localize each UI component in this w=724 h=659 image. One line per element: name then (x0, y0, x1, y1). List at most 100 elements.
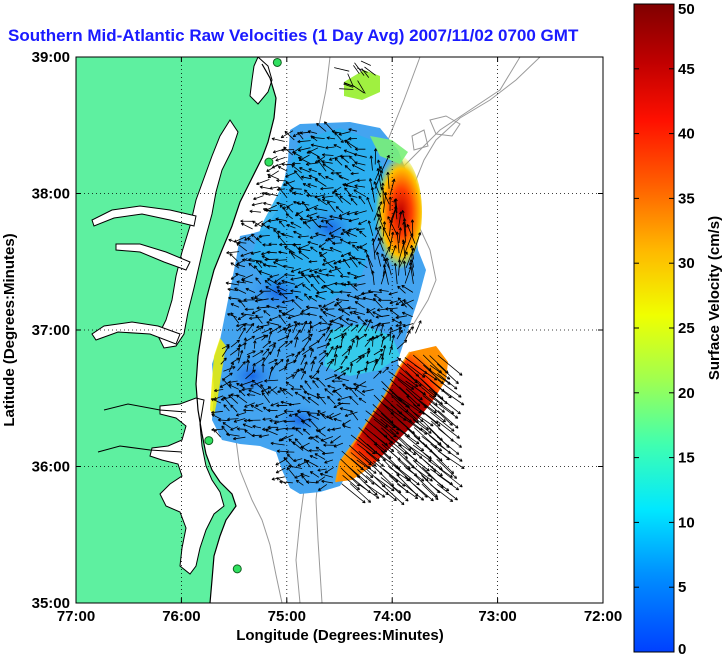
velocity-arrow (362, 296, 376, 301)
velocity-arrow (314, 178, 327, 187)
velocity-arrow (293, 458, 303, 463)
velocity-arrow (404, 467, 425, 482)
velocity-arrow (436, 363, 459, 385)
colorbar-tick-label: 10 (678, 514, 695, 531)
velocity-arrow (377, 206, 382, 221)
velocity-arrow (299, 131, 310, 135)
velocity-arrow (357, 322, 366, 333)
velocity-arrow (266, 321, 280, 326)
x-tick-label: 77:00 (57, 608, 95, 625)
velocity-arrow (302, 183, 311, 188)
velocity-arrow (410, 219, 415, 236)
velocity-arrow (324, 459, 334, 464)
velocity-arrow (278, 186, 288, 198)
velocity-arrow (372, 311, 383, 318)
velocity-arrow (321, 153, 334, 157)
velocity-arrow (349, 256, 358, 268)
velocity-arrow (316, 275, 326, 284)
velocity-arrow (321, 160, 333, 164)
velocity-arrow (390, 245, 397, 259)
velocity-arrow (251, 233, 262, 244)
velocity-arrow (310, 356, 317, 365)
velocity-arrow (327, 201, 336, 213)
velocity-arrow (235, 412, 247, 417)
velocity-arrow (222, 372, 233, 380)
colorbar (633, 3, 675, 653)
velocity-arrow (308, 418, 319, 430)
velocity-arrow (396, 483, 419, 499)
velocity-arrow (437, 379, 462, 398)
velocity-arrow (319, 315, 327, 324)
velocity-arrow (428, 474, 450, 492)
velocity-arrow (413, 232, 422, 253)
velocity-arrow (409, 259, 415, 277)
slow-core-mid (300, 204, 360, 252)
velocity-arrow (321, 413, 334, 421)
hot-spot-rim (335, 351, 411, 483)
velocity-arrow (297, 322, 311, 326)
velocity-arrow (324, 374, 338, 381)
velocity-arrow (293, 152, 303, 158)
velocity-arrow (356, 370, 361, 379)
velocity-arrow (380, 323, 385, 334)
velocity-arrow (309, 455, 318, 460)
velocity-arrow (364, 249, 374, 268)
velocity-arrow (318, 268, 327, 273)
velocity-arrow (436, 458, 458, 479)
velocity-arrow (361, 291, 374, 296)
velocity-arrow (312, 380, 319, 389)
velocity-arrow (228, 361, 234, 373)
velocity-arrow (402, 323, 414, 328)
velocity-arrow (250, 296, 263, 301)
x-axis-label: Longitude (Degrees:Minutes) (236, 627, 444, 644)
velocity-arrow (404, 484, 425, 501)
velocity-arrow (311, 135, 325, 140)
velocity-arrow (375, 314, 390, 319)
velocity-arrow (406, 363, 426, 378)
velocity-arrow (258, 434, 269, 439)
velocity-arrow (235, 263, 245, 268)
velocity-arrow (291, 299, 302, 310)
velocity-arrow (262, 348, 270, 356)
velocity-arrow (353, 283, 366, 287)
velocity-arrow (304, 380, 312, 390)
velocity-arrow (414, 467, 433, 482)
velocity-arrow (405, 247, 415, 269)
velocity-arrow (236, 323, 246, 332)
velocity-arrow (233, 418, 246, 423)
velocity-arrow (350, 197, 358, 206)
velocity-arrow (269, 419, 279, 423)
velocity-arrow (340, 367, 350, 373)
velocity-arrow (240, 251, 253, 257)
velocity-arrow (412, 411, 434, 427)
velocity-arrow (318, 242, 326, 248)
velocity-arrow (278, 309, 286, 316)
velocity-arrow (213, 395, 224, 401)
velocity-arrow (286, 353, 295, 358)
colorbar-tick-label: 40 (678, 126, 695, 143)
velocity-arrow (296, 409, 309, 413)
velocity-arrow (226, 250, 240, 255)
velocity-arrow (275, 467, 286, 474)
colorbar-label: Surface Velocity (cm/s) (706, 216, 723, 380)
velocity-arrow (234, 287, 247, 294)
velocity-arrow (268, 366, 274, 380)
velocity-arrow (297, 139, 311, 144)
velocity-arrow (270, 441, 285, 446)
velocity-arrow (308, 274, 318, 279)
velocity-arrow (252, 326, 264, 334)
velocity-arrow (325, 360, 333, 372)
velocity-arrow (366, 435, 388, 453)
velocity-arrow (268, 242, 278, 246)
velocity-arrow (355, 227, 365, 232)
velocity-arrow (249, 209, 261, 214)
velocity-arrow (410, 253, 414, 268)
velocity-arrow (328, 226, 342, 235)
pamlico-sound (149, 397, 225, 575)
velocity-arrow (399, 372, 419, 387)
velocity-arrow (350, 410, 359, 421)
colorbar-tick-label: 50 (678, 1, 695, 18)
velocity-arrow (285, 374, 295, 380)
velocity-arrow (437, 354, 463, 376)
velocity-arrow (262, 340, 272, 349)
